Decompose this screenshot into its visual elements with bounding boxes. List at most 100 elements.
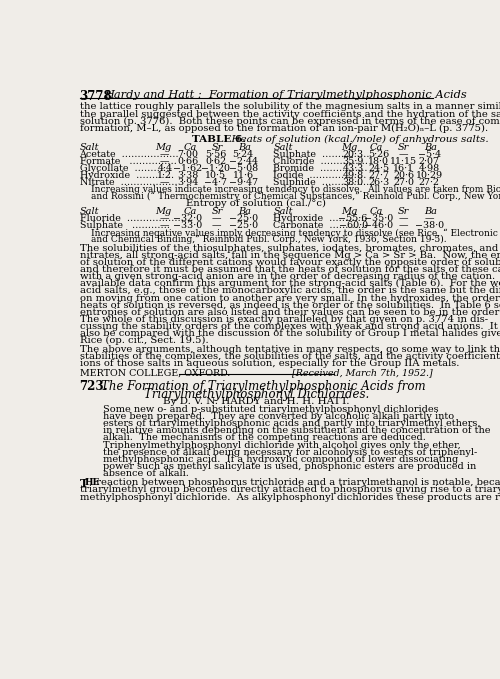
Text: 20·6: 20·6 — [393, 171, 414, 180]
Text: 20·3: 20·3 — [342, 150, 363, 159]
Text: The solubilities of the thiosulphates, sulphates, iodates, bromates, chromates, : The solubilities of the thiosulphates, s… — [80, 244, 498, 253]
Text: Ba: Ba — [424, 207, 437, 216]
Text: 723.: 723. — [80, 380, 108, 392]
Text: 3·38: 3·38 — [178, 171, 199, 180]
Text: The Formation of Triarylmethylphosphonic Acids from: The Formation of Triarylmethylphosphonic… — [101, 380, 426, 392]
Text: −25·0: −25·0 — [228, 221, 258, 230]
Text: in relative amounts depending on the substituent and the concentration of the: in relative amounts depending on the sub… — [103, 426, 490, 435]
Text: with a given strong-acid anion are in the order of decreasing radius of the cati: with a given strong-acid anion are in th… — [80, 272, 500, 281]
Text: —: — — [160, 221, 170, 230]
Text: The above arguments, although tentative in many respects, go some way to link th: The above arguments, although tentative … — [80, 345, 500, 354]
Text: stabilities of the complexes, the solubilities of the salts, and the activity co: stabilities of the complexes, the solubi… — [80, 352, 500, 361]
Text: alkali.  The mechanisms of the competing reactions are deduced.: alkali. The mechanisms of the competing … — [103, 433, 426, 442]
Text: nitrates, all strong-acid salts, fall in the sequence Mg > Ca > Sr > Ba.  Now, t: nitrates, all strong-acid salts, fall in… — [80, 251, 500, 260]
Text: −25·0: −25·0 — [228, 214, 258, 223]
Text: Salt: Salt — [80, 143, 99, 152]
Text: methylphosphonic acid.  If a hydroxylic compound of lower dissociating: methylphosphonic acid. If a hydroxylic c… — [103, 455, 458, 464]
Text: Salt: Salt — [80, 207, 99, 216]
Text: cussing the stability orders of the complexes with weak and strong acid anions. : cussing the stability orders of the comp… — [80, 322, 500, 331]
Text: acid salts, e.g., those of the monocarboxylic acids, the order is the same but t: acid salts, e.g., those of the monocarbo… — [80, 287, 500, 295]
Text: 24·5: 24·5 — [368, 164, 390, 173]
Text: −1·20: −1·20 — [202, 164, 230, 173]
Text: reaction between phosphorus trichloride and a triarylmethanol is notable, becaus: reaction between phosphorus trichloride … — [92, 478, 500, 488]
Text: Acetate  ………………: Acetate ……………… — [80, 150, 179, 159]
Text: Hardy and Hatt :  Formation of Triarylmethylphosphonic Acids: Hardy and Hatt : Formation of Triarylmet… — [104, 90, 467, 100]
Text: Ca: Ca — [184, 143, 197, 152]
Text: Iodide  ………………: Iodide ……………… — [274, 171, 366, 180]
Text: T: T — [80, 478, 88, 490]
Text: 0·62: 0·62 — [206, 157, 227, 166]
Text: —: — — [160, 157, 170, 166]
Text: methylphosphonyl dichloride.  As alkylphosphonyl dichlorides these products are : methylphosphonyl dichloride. As alkylpho… — [80, 492, 500, 502]
Text: Ba: Ba — [424, 143, 437, 152]
Text: 2·07: 2·07 — [418, 157, 440, 166]
Text: 3·94: 3·94 — [178, 178, 199, 187]
Text: TABLE 6.: TABLE 6. — [192, 134, 246, 144]
Text: —: — — [160, 178, 170, 187]
Text: −33·0: −33·0 — [174, 221, 203, 230]
Text: Salt: Salt — [274, 143, 293, 152]
Text: Bromide  ……………: Bromide …………… — [274, 164, 368, 173]
Text: Ba: Ba — [238, 207, 251, 216]
Text: —: — — [211, 214, 220, 223]
Text: −60·0: −60·0 — [338, 221, 368, 230]
Text: MERTON COLLEGE, OXFORD.: MERTON COLLEGE, OXFORD. — [80, 368, 230, 378]
Text: 10·5: 10·5 — [206, 171, 227, 180]
Text: 7·00: 7·00 — [178, 150, 199, 159]
Text: 0·66: 0·66 — [178, 157, 199, 166]
Text: [Received, March 7th, 1952.]: [Received, March 7th, 1952.] — [292, 368, 433, 378]
Text: on moving from one cation to another are very small.  In the hydroxides, the ord: on moving from one cation to another are… — [80, 293, 500, 303]
Text: Glycollate  …………: Glycollate ………… — [80, 164, 172, 173]
Text: 18·0: 18·0 — [368, 157, 389, 166]
Text: 4·4: 4·4 — [158, 164, 172, 173]
Text: Ba: Ba — [238, 143, 251, 152]
Text: ions of those salts in aqueous solution, especially for the Group IIA metals.: ions of those salts in aqueous solution,… — [80, 359, 459, 368]
Text: Formate   ……………: Formate …………… — [80, 157, 176, 166]
Text: 1·2: 1·2 — [158, 171, 172, 180]
Text: Ca: Ca — [184, 207, 197, 216]
Text: Sr: Sr — [398, 143, 409, 152]
Text: Hydroxide  …………: Hydroxide ………… — [274, 214, 368, 223]
Text: and Rossini (“ Thermochemistry of Chemical Substances,” Reinhold Publ. Corp., Ne: and Rossini (“ Thermochemistry of Chemic… — [91, 192, 500, 201]
Text: HE: HE — [84, 478, 100, 488]
Text: esters of triarylmethylphosphonic acids and partly into triarylmethyl ethers,: esters of triarylmethylphosphonic acids … — [103, 419, 480, 428]
Text: heats of solution is reversed, as indeed is the order of the solubilities.  In T: heats of solution is reversed, as indeed… — [80, 301, 500, 310]
Text: Mg: Mg — [155, 143, 172, 152]
Text: also be compared with the discussion of the solubility of Group I metal halides : also be compared with the discussion of … — [80, 329, 500, 338]
Text: −5·08: −5·08 — [228, 164, 258, 173]
Text: Chloride  ……………: Chloride …………… — [274, 157, 368, 166]
Text: 3778: 3778 — [80, 90, 112, 103]
Text: Triphenylmethylphosphonyl dichloride with alcohol gives only the ether,: Triphenylmethylphosphonyl dichloride wit… — [103, 441, 461, 450]
Text: 49·8: 49·8 — [342, 171, 363, 180]
Text: Sulphate  ……………: Sulphate …………… — [274, 150, 370, 159]
Text: —: — — [211, 221, 220, 230]
Text: Mg: Mg — [155, 207, 172, 216]
Text: —: — — [160, 150, 170, 159]
Text: of solution of the different cations would favour exactly the opposite order of : of solution of the different cations wou… — [80, 258, 500, 267]
Text: −32·0: −32·0 — [174, 214, 203, 223]
Text: Mg: Mg — [341, 143, 357, 152]
Text: Nitrate  ………………: Nitrate ……………… — [80, 178, 177, 187]
Text: 5·56: 5·56 — [206, 150, 227, 159]
Text: have been prepared.  They are converted by alcoholic alkali partly into: have been prepared. They are converted b… — [103, 412, 454, 421]
Text: 27·7: 27·7 — [368, 171, 389, 180]
Text: 27·2: 27·2 — [418, 178, 440, 187]
Text: Ca: Ca — [370, 143, 383, 152]
Text: the parallel suggested between the activity coefficients and the hydration of th: the parallel suggested between the activ… — [80, 109, 500, 119]
Text: Ca: Ca — [370, 207, 383, 216]
Text: 5·26: 5·26 — [368, 150, 390, 159]
Text: 4·98: 4·98 — [418, 164, 440, 173]
Text: Carbonate  …………: Carbonate ………… — [274, 221, 368, 230]
Text: −9·47: −9·47 — [228, 178, 258, 187]
Text: 35·9: 35·9 — [342, 157, 364, 166]
Text: entropies of solution are also listed and their values can be seen to be in the : entropies of solution are also listed an… — [80, 308, 500, 316]
Text: Rice (op. cit., Sect. 19.5).: Rice (op. cit., Sect. 19.5). — [80, 336, 208, 345]
Text: 27·0: 27·0 — [393, 178, 414, 187]
Text: −4·7: −4·7 — [204, 178, 228, 187]
Text: triarylmethyl group becomes directly attached to phosphorus giving rise to a tri: triarylmethyl group becomes directly att… — [80, 485, 500, 494]
Text: 38·0: 38·0 — [342, 178, 363, 187]
Text: —: — — [424, 214, 434, 223]
Text: the lattice roughly parallels the solubility of the magnesium salts in a manner : the lattice roughly parallels the solubi… — [80, 103, 500, 111]
Text: Salt: Salt — [274, 207, 293, 216]
Text: Sr: Sr — [212, 207, 223, 216]
